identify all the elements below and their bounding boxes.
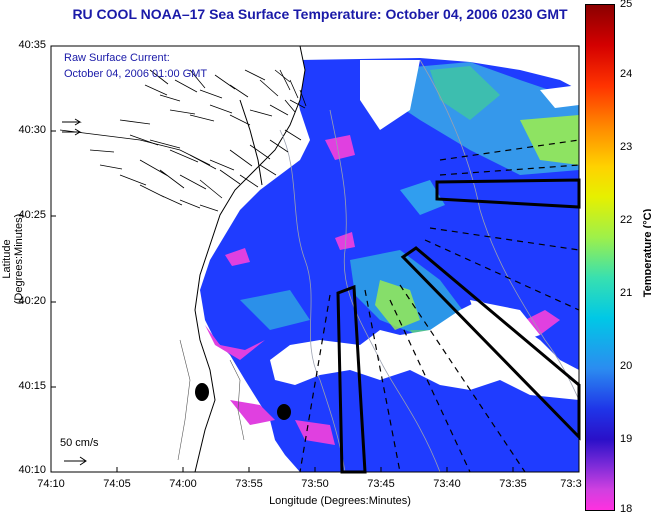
colorbar-tick: 19: [620, 433, 633, 445]
colorbar: [585, 4, 615, 511]
colorbar-tick: 22: [620, 214, 633, 226]
sst-cold-edge: [325, 135, 355, 160]
x-tick-label: 73:3: [560, 478, 582, 490]
colorbar-tick: 18: [620, 503, 633, 515]
bathymetry-contour: [419, 59, 580, 401]
sample-marker: [277, 404, 291, 420]
sst-patch: [400, 180, 445, 215]
sst-patch: [520, 115, 579, 165]
x-tick-label: 73:35: [499, 478, 527, 490]
y-tick-label: 40:30: [18, 124, 46, 136]
colorbar-tick: 21: [620, 287, 633, 299]
scale-label: 50 cm/s: [60, 437, 99, 449]
scale-arrow: [64, 456, 87, 466]
land-contour: [229, 359, 245, 441]
coastline: [239, 99, 263, 186]
sst-cold-edge: [225, 248, 250, 266]
sst-cold-edge: [335, 232, 355, 250]
cloud-mask: [360, 60, 420, 130]
current-note-time: October 04, 2006 01:00 GMT: [64, 68, 208, 80]
sample-marker: [195, 383, 209, 401]
land-contour: [177, 339, 191, 461]
sst-cold-edge: [205, 325, 265, 360]
x-tick-label: 74:00: [169, 478, 197, 490]
colorbar-tick: 20: [620, 360, 633, 372]
y-axis-label: Latitude (Degrees:Minutes): [1, 213, 25, 305]
x-tick-label: 74:05: [103, 478, 131, 490]
tick-marks: [50, 45, 580, 473]
current-vectors: [62, 118, 82, 136]
sst-patch: [430, 66, 500, 120]
land: [51, 46, 305, 472]
y-tick-label: 40:10: [18, 464, 46, 476]
bathymetry-contour: [329, 109, 441, 473]
x-tick-label: 73:40: [433, 478, 461, 490]
colorbar-label: Temperature (°C): [642, 208, 651, 298]
y-tick-label: 40:15: [18, 380, 46, 392]
y-tick-label: 40:20: [18, 295, 46, 307]
y-tick-label: 40:35: [18, 39, 46, 51]
x-tick-label: 73:55: [235, 478, 263, 490]
current-vectors: [89, 69, 307, 212]
colorbar-tick: 25: [620, 0, 633, 10]
x-axis-label: Longitude (Degrees:Minutes): [269, 495, 411, 507]
x-tick-label: 73:45: [367, 478, 395, 490]
colorbar-tick: 23: [620, 141, 633, 153]
sst-patch: [240, 290, 310, 330]
current-note-title: Raw Surface Current:: [64, 52, 170, 64]
x-tick-label: 74:10: [37, 478, 65, 490]
sst-cold-edge: [230, 400, 275, 425]
survey-lines: [299, 139, 580, 473]
sst-cold-edge: [295, 420, 335, 445]
bathymetry-contour: [279, 129, 346, 473]
x-tick-label: 73:50: [301, 478, 329, 490]
coastline: [194, 45, 306, 473]
cloud-mask: [540, 85, 579, 108]
chart-title: RU COOL NOAA–17 Sea Surface Temperature:…: [72, 6, 568, 22]
colorbar-tick: 24: [620, 68, 633, 80]
y-tick-label: 40:25: [18, 209, 46, 221]
sst-patch: [375, 280, 420, 330]
